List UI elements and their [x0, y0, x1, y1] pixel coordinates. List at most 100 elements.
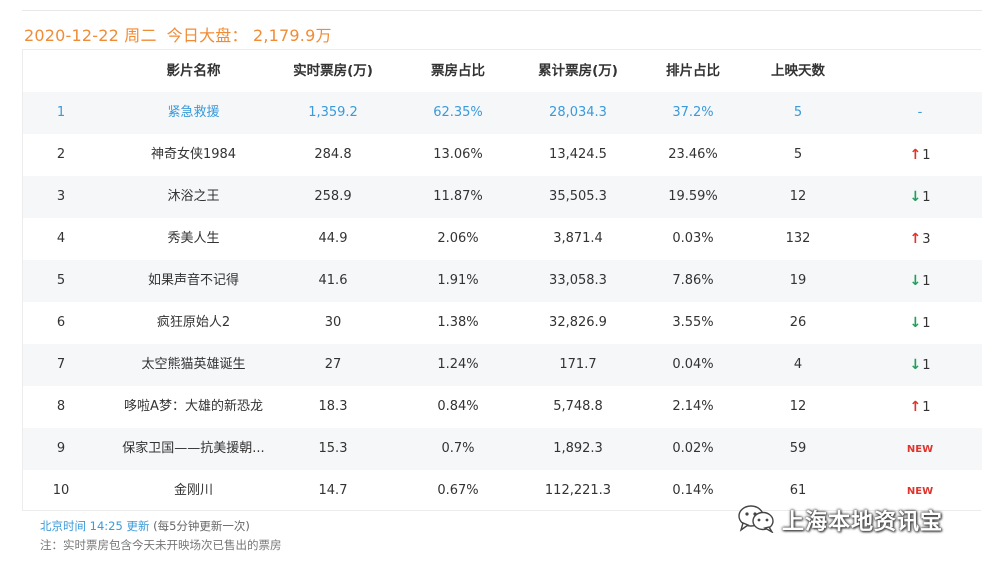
header-days-in-release: 上映天数 — [771, 63, 825, 79]
cell-cumulative-box-office: 112,221.3 — [544, 483, 612, 498]
cell-rank: 10 — [52, 483, 70, 498]
cell-trend: ↓1 — [863, 176, 977, 218]
cell-schedule-share: 37.2% — [672, 105, 714, 120]
header-box-office-share: 票房占比 — [431, 63, 485, 79]
cell-movie-name[interactable]: 疯狂原始人2 — [156, 315, 231, 330]
cell-schedule-share: 2.14% — [672, 399, 714, 414]
cell-movie-name[interactable]: 哆啦A梦：大雄的新恐龙 — [124, 399, 263, 414]
header-cumulative-box-office: 累计票房(万) — [538, 63, 618, 79]
table-row[interactable]: 6 疯狂原始人2 30 1.38% 32,826.9 3.55% 26 ↓1 — [23, 302, 982, 344]
cell-cumulative-box-office: 171.7 — [559, 357, 597, 372]
cell-box-office-share: 2.06% — [437, 231, 479, 246]
cell-box-office-share: 0.67% — [437, 483, 479, 498]
cell-realtime-box-office: 14.7 — [318, 483, 348, 498]
table-row[interactable]: 2 神奇女侠1984 284.8 13.06% 13,424.5 23.46% 5 ↑1 — [23, 134, 982, 176]
cell-movie-name[interactable]: 太空熊猫英雄诞生 — [141, 357, 246, 372]
cell-box-office-share: 13.06% — [433, 147, 483, 162]
cell-box-office-share: 1.38% — [437, 315, 479, 330]
cell-realtime-box-office: 258.9 — [314, 189, 352, 204]
cell-rank: 5 — [56, 273, 66, 288]
cell-schedule-share: 19.59% — [668, 189, 718, 204]
cell-days-in-release: 26 — [789, 315, 807, 330]
arrow-down-icon: ↓ — [909, 189, 922, 205]
watermark: 上海本地资讯宝 — [736, 502, 943, 538]
header-schedule-share: 排片占比 — [666, 63, 720, 79]
cell-movie-name[interactable]: 紧急救援 — [167, 105, 220, 120]
cell-schedule-share: 23.46% — [668, 147, 718, 162]
cell-realtime-box-office: 44.9 — [318, 231, 348, 246]
update-time-link[interactable]: 北京时间 14:25 更新 — [40, 519, 150, 533]
table-header-row: 影片名称 实时票房(万) 票房占比 累计票房(万) 排片占比 上映天数 — [23, 50, 982, 92]
new-badge: NEW — [906, 444, 934, 455]
update-info: 北京时间 14:25 更新 (每5分钟更新一次) — [40, 518, 250, 534]
cell-cumulative-box-office: 3,871.4 — [553, 231, 603, 246]
arrow-down-icon: ↓ — [909, 357, 922, 373]
cell-trend: ↓1 — [863, 344, 977, 386]
cell-rank: 7 — [56, 357, 66, 372]
cell-cumulative-box-office: 32,826.9 — [549, 315, 607, 330]
cell-trend: ↓1 — [863, 260, 977, 302]
cell-schedule-share: 0.04% — [672, 357, 714, 372]
arrow-up-icon: ↑ — [909, 399, 922, 415]
header-realtime-box-office: 实时票房(万) — [293, 63, 373, 79]
cell-box-office-share: 1.24% — [437, 357, 479, 372]
table-row[interactable]: 3 沐浴之王 258.9 11.87% 35,505.3 19.59% 12 ↓1 — [23, 176, 982, 218]
cell-days-in-release: 59 — [789, 441, 807, 456]
cell-box-office-share: 62.35% — [433, 105, 483, 120]
cell-box-office-share: 0.84% — [437, 399, 479, 414]
cell-days-in-release: 12 — [789, 189, 807, 204]
cell-box-office-share: 0.7% — [441, 441, 475, 456]
cell-box-office-share: 11.87% — [433, 189, 483, 204]
cell-rank: 1 — [56, 105, 66, 120]
cell-days-in-release: 19 — [789, 273, 807, 288]
cell-movie-name[interactable]: 秀美人生 — [167, 231, 220, 246]
cell-rank: 8 — [56, 399, 66, 414]
cell-cumulative-box-office: 33,058.3 — [549, 273, 607, 288]
arrow-down-icon: ↓ — [909, 273, 922, 289]
cell-schedule-share: 0.03% — [672, 231, 714, 246]
cell-realtime-box-office: 18.3 — [318, 399, 348, 414]
table-row[interactable]: 10 金刚川 14.7 0.67% 112,221.3 0.14% 61 NEW — [23, 470, 982, 512]
cell-cumulative-box-office: 13,424.5 — [549, 147, 607, 162]
table-row[interactable]: 7 太空熊猫英雄诞生 27 1.24% 171.7 0.04% 4 ↓1 — [23, 344, 982, 386]
top-divider — [22, 10, 982, 11]
table-row[interactable]: 8 哆啦A梦：大雄的新恐龙 18.3 0.84% 5,748.8 2.14% 12 ↑1 — [23, 386, 982, 428]
table-row[interactable]: 9 保家卫国——抗美援朝... 15.3 0.7% 1,892.3 0.02% 59 NEW — [23, 428, 982, 470]
cell-rank: 3 — [56, 189, 66, 204]
cell-trend: ↓1 — [863, 302, 977, 344]
header-movie-name: 影片名称 — [166, 63, 221, 79]
cell-cumulative-box-office: 1,892.3 — [553, 441, 603, 456]
cell-trend: ↑1 — [863, 386, 977, 428]
cell-schedule-share: 0.14% — [672, 483, 714, 498]
cell-movie-name[interactable]: 保家卫国——抗美援朝... — [122, 441, 265, 456]
cell-realtime-box-office: 15.3 — [318, 441, 348, 456]
cell-trend: - — [863, 92, 977, 134]
headline-date: 2020-12-22 周二 — [24, 26, 157, 45]
cell-realtime-box-office: 27 — [324, 357, 342, 372]
cell-days-in-release: 132 — [785, 231, 811, 246]
arrow-up-icon: ↑ — [909, 231, 922, 247]
no-change-dash: - — [917, 105, 923, 120]
cell-movie-name[interactable]: 金刚川 — [173, 483, 213, 498]
new-badge: NEW — [906, 486, 934, 497]
cell-movie-name[interactable]: 沐浴之王 — [167, 189, 220, 204]
rank-change-value: 3 — [922, 232, 931, 247]
realtime-note: 注：实时票房包含今天未开映场次已售出的票房 — [40, 538, 282, 552]
header-rank — [23, 50, 99, 92]
cell-movie-name[interactable]: 神奇女侠1984 — [150, 147, 237, 162]
cell-realtime-box-office: 1,359.2 — [308, 105, 358, 120]
rank-change-value: 1 — [922, 316, 931, 331]
table-row[interactable]: 4 秀美人生 44.9 2.06% 3,871.4 0.03% 132 ↑3 — [23, 218, 982, 260]
watermark-text: 上海本地资讯宝 — [782, 510, 944, 535]
headline-summary-value: 2,179.9万 — [252, 26, 332, 45]
table-row[interactable]: 1 紧急救援 1,359.2 62.35% 28,034.3 37.2% 5 - — [23, 92, 982, 134]
cell-schedule-share: 0.02% — [672, 441, 714, 456]
cell-movie-name[interactable]: 如果声音不记得 — [147, 273, 239, 288]
cell-schedule-share: 7.86% — [672, 273, 714, 288]
wechat-icon — [736, 503, 776, 537]
table-row[interactable]: 5 如果声音不记得 41.6 1.91% 33,058.3 7.86% 19 ↓1 — [23, 260, 982, 302]
box-office-table: 影片名称 实时票房(万) 票房占比 累计票房(万) 排片占比 上映天数 1 紧急救… — [22, 49, 982, 512]
cell-cumulative-box-office: 35,505.3 — [549, 189, 607, 204]
arrow-up-icon: ↑ — [909, 147, 922, 163]
rank-change-value: 1 — [922, 274, 931, 289]
